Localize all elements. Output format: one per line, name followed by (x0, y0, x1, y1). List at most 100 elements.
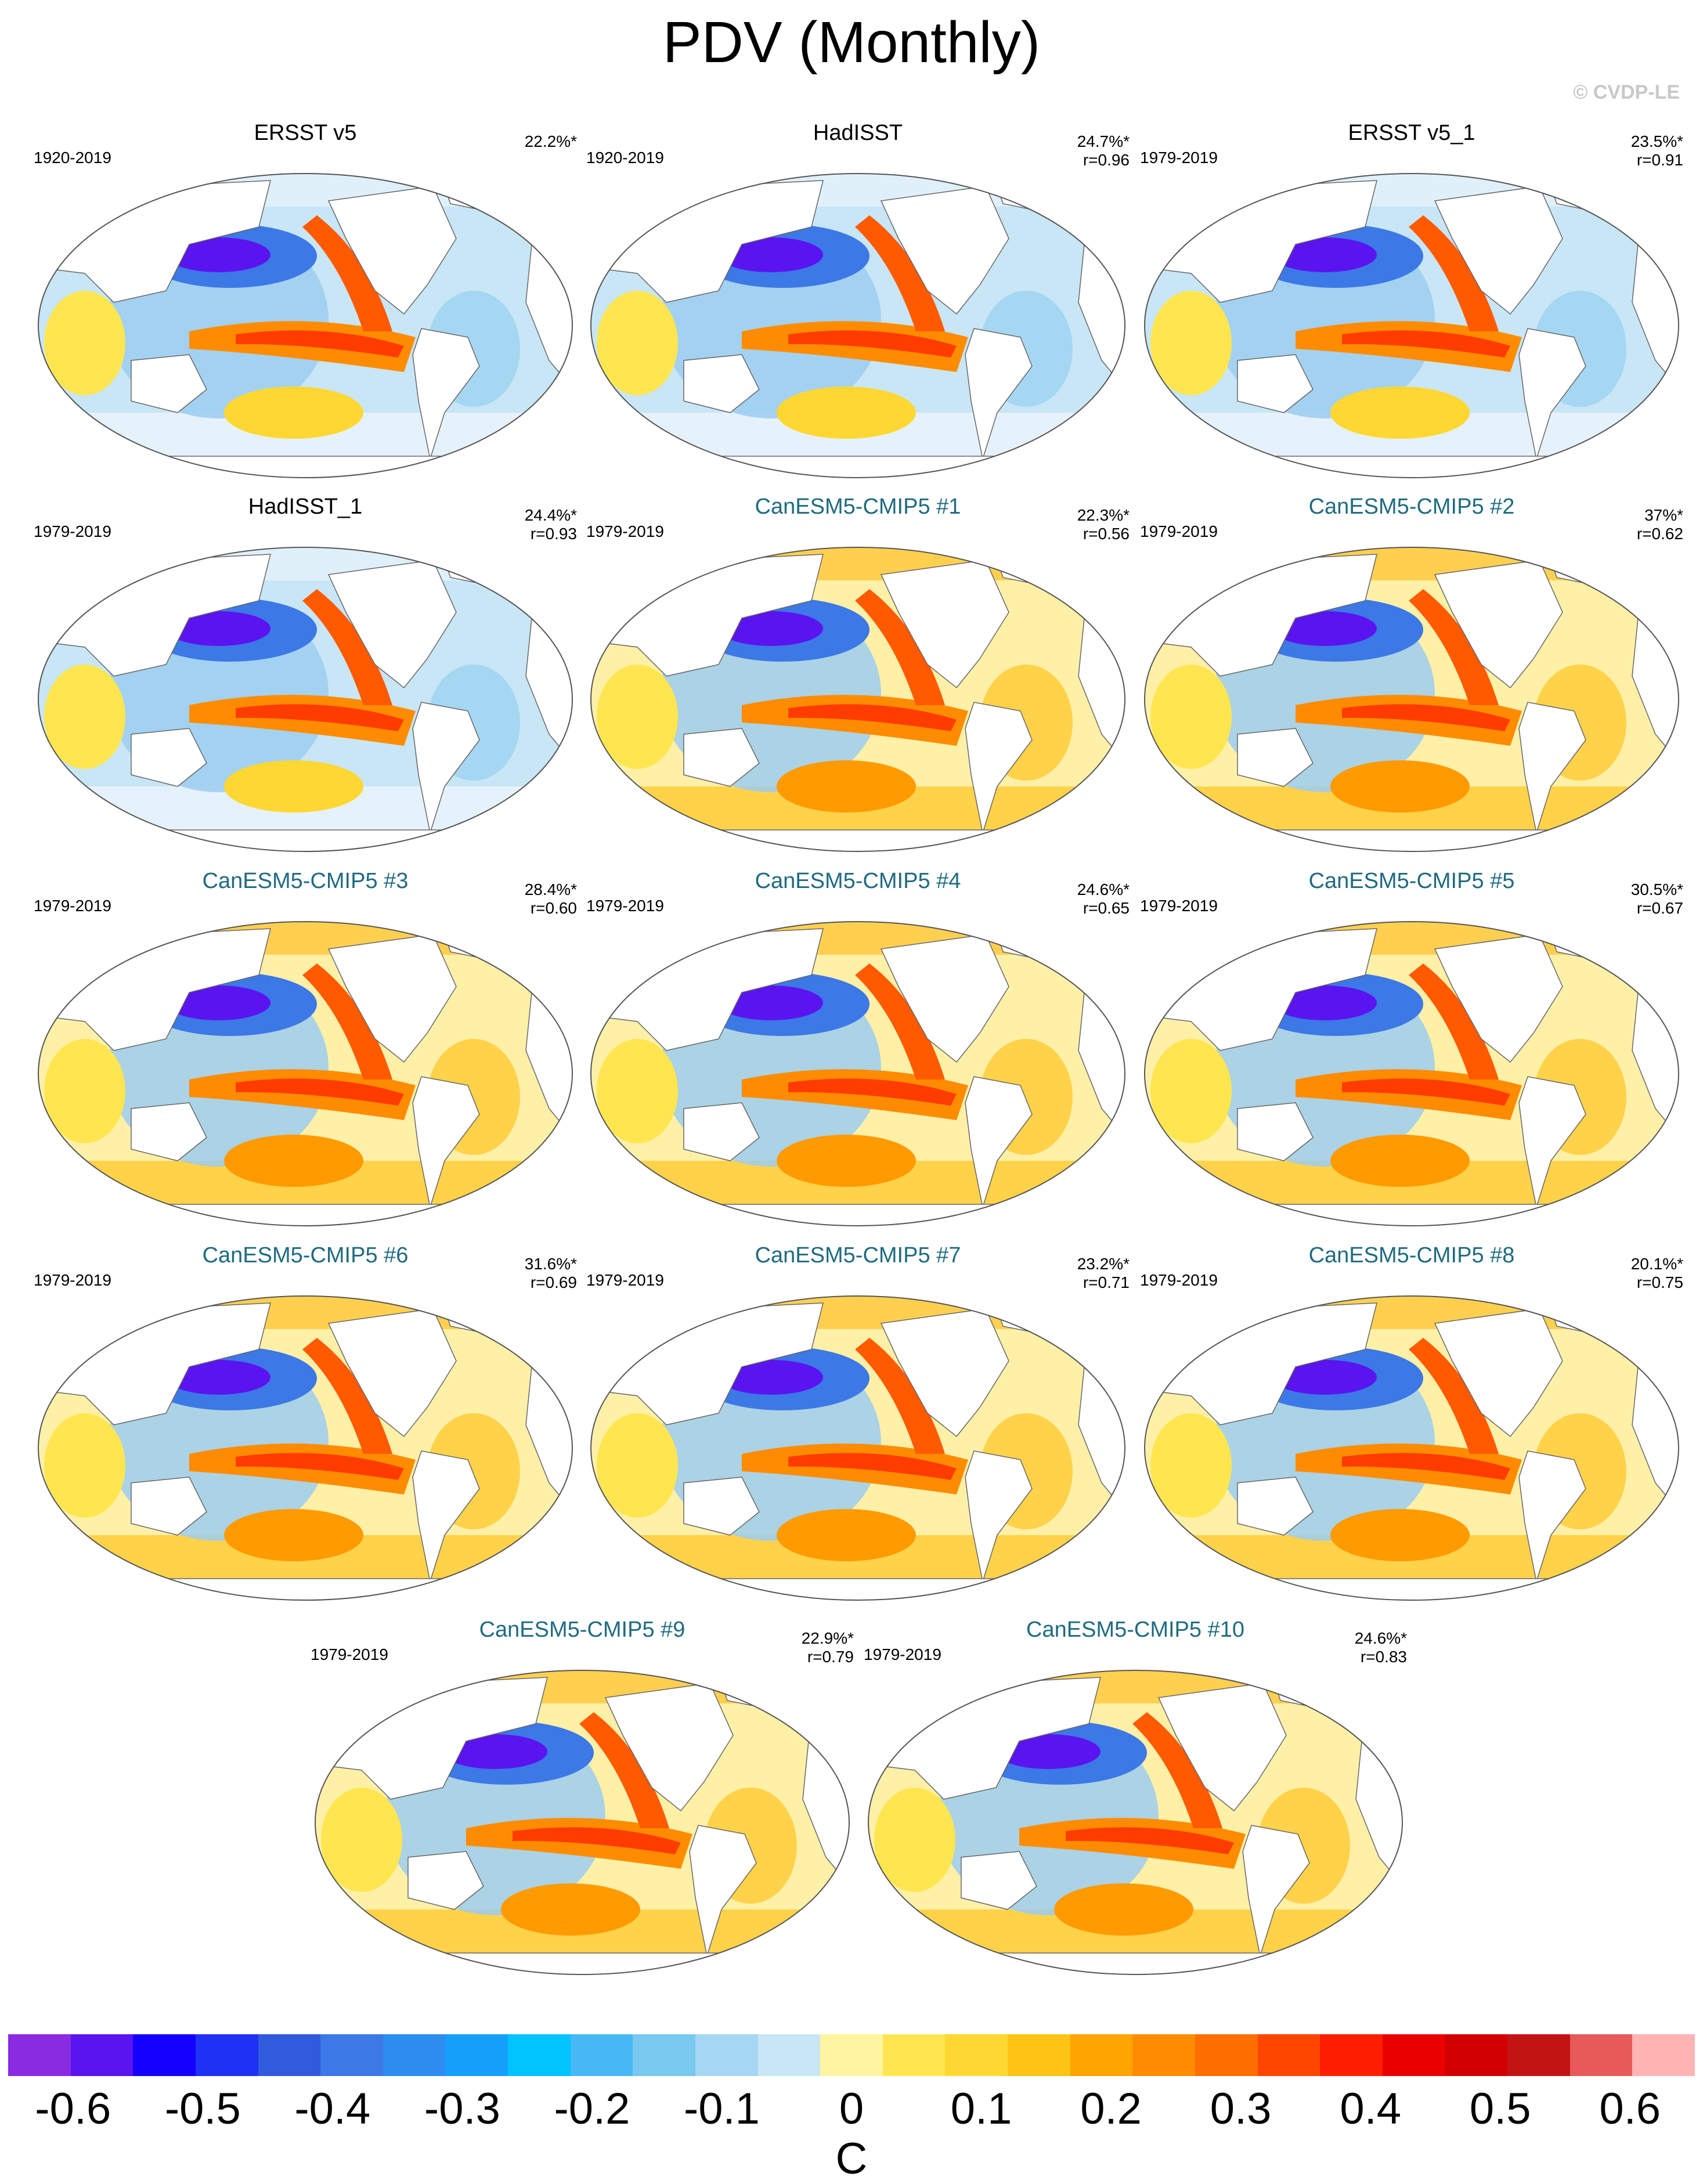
north-pacific-cold-core (996, 1734, 1101, 1769)
colorbar-swatch (1445, 2034, 1508, 2076)
indian-ocean-anomaly (44, 1413, 125, 1518)
map-panel: CanESM5-CMIP5 #5 1979-2019 30.5%* r=0.67 (1134, 868, 1689, 1239)
arctic-band (1145, 922, 1679, 955)
antarctica-landmass (38, 1204, 572, 1226)
panel-variance-pct: 20.1%* (1630, 1255, 1683, 1273)
sst-pattern-map (38, 1295, 573, 1601)
colorbar-tick-label: 0.2 (1080, 2084, 1142, 2134)
antarctica-landmass (1145, 456, 1679, 478)
map-panel: HadISST_1 1979-2019 24.4%* r=0.93 (28, 493, 583, 865)
australia-landmass (131, 1477, 207, 1536)
indian-ocean-anomaly (597, 291, 678, 395)
australia-landmass (1237, 1477, 1314, 1536)
panel-title: CanESM5-CMIP5 #6 (202, 1243, 409, 1268)
sst-pattern-map (590, 1295, 1125, 1601)
arctic-band (38, 174, 572, 207)
panel-period: 1979-2019 (1140, 522, 1218, 540)
north-pacific-cold-core (719, 237, 823, 272)
northeast-pacific-warm-arm (855, 589, 945, 705)
colorbar-swatch (1569, 2034, 1633, 2076)
panel-period: 1979-2019 (1140, 897, 1218, 915)
australia-landmass (1237, 728, 1314, 787)
panel-variance-pct: 23.2%* (1077, 1255, 1130, 1273)
panel-period: 1979-2019 (1140, 1271, 1218, 1289)
arctic-band (38, 1296, 572, 1329)
north-pacific-cold-core (1272, 1360, 1377, 1395)
panel-pattern-corr: r=0.69 (530, 1273, 577, 1291)
panel-variance-pct: 28.4%* (524, 880, 577, 898)
colorbar-tick-label: 0 (839, 2084, 864, 2134)
colorbar-swatch (195, 2034, 258, 2076)
south-pacific-warm-patch (1330, 1509, 1470, 1561)
colorbar-swatch (945, 2034, 1008, 2076)
panel-title: CanESM5-CMIP5 #8 (1308, 1243, 1515, 1268)
australia-landmass (131, 354, 207, 413)
colorbar-swatch (1382, 2034, 1445, 2076)
indian-ocean-anomaly (874, 1788, 955, 1892)
tropical-pacific-warm-core (1342, 1078, 1510, 1106)
tropical-pacific-warm-core (788, 1078, 957, 1106)
south-america-landmass (412, 328, 480, 460)
south-america-landmass (965, 328, 1033, 460)
indian-ocean-anomaly (1150, 665, 1232, 769)
panel-period: 1979-2019 (586, 522, 664, 540)
panel-pattern-corr: r=0.75 (1636, 1273, 1683, 1291)
sst-pattern-map (868, 1670, 1403, 1975)
panel-period: 1979-2019 (586, 1271, 664, 1289)
arctic-band (591, 174, 1125, 207)
panel-variance-pct: 22.9%* (801, 1629, 854, 1647)
panel-title: CanESM5-CMIP5 #5 (1308, 869, 1515, 893)
colorbar-tick-label: 0.3 (1210, 2084, 1272, 2134)
colorbar-tick-label: -0.5 (164, 2084, 241, 2134)
northeast-pacific-warm-arm (855, 1338, 945, 1454)
northeast-pacific-warm-arm (302, 215, 392, 331)
australia-landmass (1237, 1102, 1314, 1161)
map-border (590, 1295, 1125, 1601)
sst-pattern-map (590, 547, 1125, 852)
antarctica-landmass (38, 1578, 572, 1600)
map-panel: CanESM5-CMIP5 #6 1979-2019 31.6%* r=0.69 (28, 1242, 583, 1613)
colorbar-swatch (70, 2034, 134, 2076)
indian-ocean-anomaly (1150, 1039, 1232, 1143)
tropical-pacific-warm-core (1066, 1827, 1234, 1854)
north-america-landmass (1434, 186, 1563, 315)
panel-variance-pct: 22.2%* (524, 132, 577, 150)
panel-title: CanESM5-CMIP5 #9 (479, 1618, 685, 1642)
map-panel: ERSST v5 1920-2019 22.2%* (28, 120, 583, 491)
colorbar-swatch (8, 2034, 71, 2076)
antarctica-landmass (591, 456, 1125, 478)
map-panel: CanESM5-CMIP5 #9 1979-2019 22.9%* r=0.79 (305, 1616, 860, 1988)
tropical-pacific-warm-core (788, 704, 957, 731)
colorbar-swatch (1132, 2034, 1196, 2076)
tropical-pacific-warm-core (1342, 330, 1510, 358)
map-border (1144, 547, 1679, 852)
panel-title: HadISST (813, 121, 903, 145)
colorbar-swatch (508, 2034, 571, 2076)
colorbar-swatch (258, 2034, 321, 2076)
antarctica-landmass (1145, 1578, 1679, 1600)
indian-ocean-anomaly (44, 1039, 125, 1143)
indian-ocean-anomaly (597, 665, 678, 769)
north-america-landmass (880, 1308, 1009, 1438)
colorbar-tick-label: -0.2 (554, 2084, 630, 2134)
panel-title: HadISST_1 (248, 494, 363, 519)
panel-period: 1979-2019 (34, 522, 111, 540)
panel-title: CanESM5-CMIP5 #2 (1308, 494, 1515, 519)
south-america-landmass (965, 1450, 1033, 1582)
arctic-band (315, 1670, 849, 1703)
panel-period: 1979-2019 (311, 1645, 388, 1663)
south-america-landmass (965, 702, 1033, 833)
north-america-landmass (327, 186, 457, 315)
indian-ocean-anomaly (1150, 1413, 1232, 1518)
panel-pattern-corr: r=0.79 (807, 1648, 854, 1666)
copyright-watermark: © CVDP-LE (1573, 81, 1680, 103)
panel-title: CanESM5-CMIP5 #4 (755, 869, 961, 893)
panel-period: 1920-2019 (586, 149, 664, 167)
sst-pattern-map (38, 547, 573, 852)
colorbar-swatch (1320, 2034, 1383, 2076)
antarctica-landmass (591, 829, 1125, 851)
antarctica-landmass (1145, 1204, 1679, 1226)
north-america-landmass (880, 934, 1009, 1063)
map-panel: CanESM5-CMIP5 #3 1979-2019 28.4%* r=0.60 (28, 868, 583, 1239)
map-panel: CanESM5-CMIP5 #1 1979-2019 22.3%* r=0.56 (580, 493, 1135, 865)
